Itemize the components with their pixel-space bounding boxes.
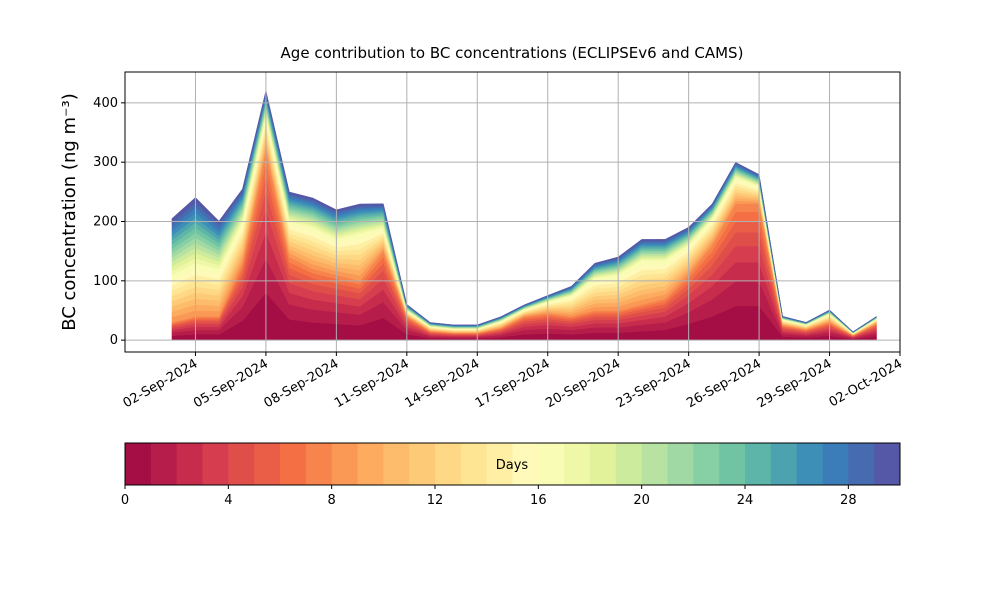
colorbar-swatch <box>228 443 255 485</box>
x-tick-label: 23-Sep-2024 <box>614 356 694 411</box>
x-tick-label: 11-Sep-2024 <box>332 356 412 411</box>
y-tick-label: 200 <box>93 214 118 229</box>
colorbar-label: Days <box>496 458 529 473</box>
colorbar-tick-label: 20 <box>633 493 650 508</box>
plot-frame <box>124 71 901 353</box>
y-tick-label: 300 <box>93 155 118 170</box>
colorbar-swatch <box>615 443 643 485</box>
x-tick-label: 14-Sep-2024 <box>402 356 482 411</box>
x-tick-label: 08-Sep-2024 <box>262 356 342 411</box>
colorbar-swatch <box>693 443 720 485</box>
colorbar-swatch <box>383 443 410 485</box>
colorbar-swatch <box>331 443 358 485</box>
colorbar-swatch <box>667 443 694 485</box>
colorbar-swatch <box>796 443 823 485</box>
colorbar-swatch <box>719 443 746 485</box>
y-tick-label: 100 <box>93 274 118 289</box>
colorbar-swatch <box>176 443 203 485</box>
colorbar-swatch <box>486 443 513 485</box>
colorbar-swatch <box>150 443 178 485</box>
colorbar-swatch <box>125 443 152 485</box>
y-tick-label: 400 <box>93 96 118 111</box>
y-axis-label: BC concentration (ng m⁻³) <box>59 93 80 331</box>
colorbar-swatch <box>460 443 488 485</box>
x-tick-label: 02-Sep-2024 <box>121 356 201 411</box>
colorbar-swatch <box>538 443 565 485</box>
colorbar-swatch <box>641 443 668 485</box>
colorbar-swatch <box>770 443 798 485</box>
colorbar-swatch <box>357 443 384 485</box>
x-tick-label: 29-Sep-2024 <box>755 356 835 411</box>
colorbar-swatch <box>564 443 591 485</box>
colorbar-swatch <box>305 443 333 485</box>
x-tick-label: 26-Sep-2024 <box>684 356 764 411</box>
colorbar-tick-label: 16 <box>530 493 547 508</box>
x-tick-label: 20-Sep-2024 <box>543 356 623 411</box>
colorbar-tick-label: 4 <box>224 493 232 508</box>
colorbar-frame <box>124 442 901 486</box>
colorbar-tick-label: 0 <box>121 493 129 508</box>
colorbar-swatch <box>874 443 901 485</box>
colorbar-tick-label: 8 <box>328 493 336 508</box>
colorbar-swatch <box>822 443 849 485</box>
colorbar-tick-label: 28 <box>840 493 857 508</box>
colorbar-tick-label: 12 <box>427 493 444 508</box>
colorbar-swatch <box>202 443 229 485</box>
colorbar-swatch <box>745 443 772 485</box>
colorbar-swatch <box>512 443 539 485</box>
colorbar-swatch <box>435 443 462 485</box>
colorbar-swatch <box>848 443 875 485</box>
colorbar-swatch <box>254 443 281 485</box>
x-tick-label: 17-Sep-2024 <box>473 356 553 411</box>
colorbar-tick-label: 24 <box>737 493 754 508</box>
colorbar-swatch <box>409 443 436 485</box>
y-tick-label: 0 <box>110 333 118 348</box>
colorbar-swatch <box>590 443 617 485</box>
area-layer <box>171 90 877 333</box>
x-tick-label: 02-Oct-2024 <box>827 356 905 410</box>
chart-title: Age contribution to BC concentrations (E… <box>281 44 744 62</box>
colorbar-swatch <box>280 443 307 485</box>
x-tick-label: 05-Sep-2024 <box>191 356 271 411</box>
